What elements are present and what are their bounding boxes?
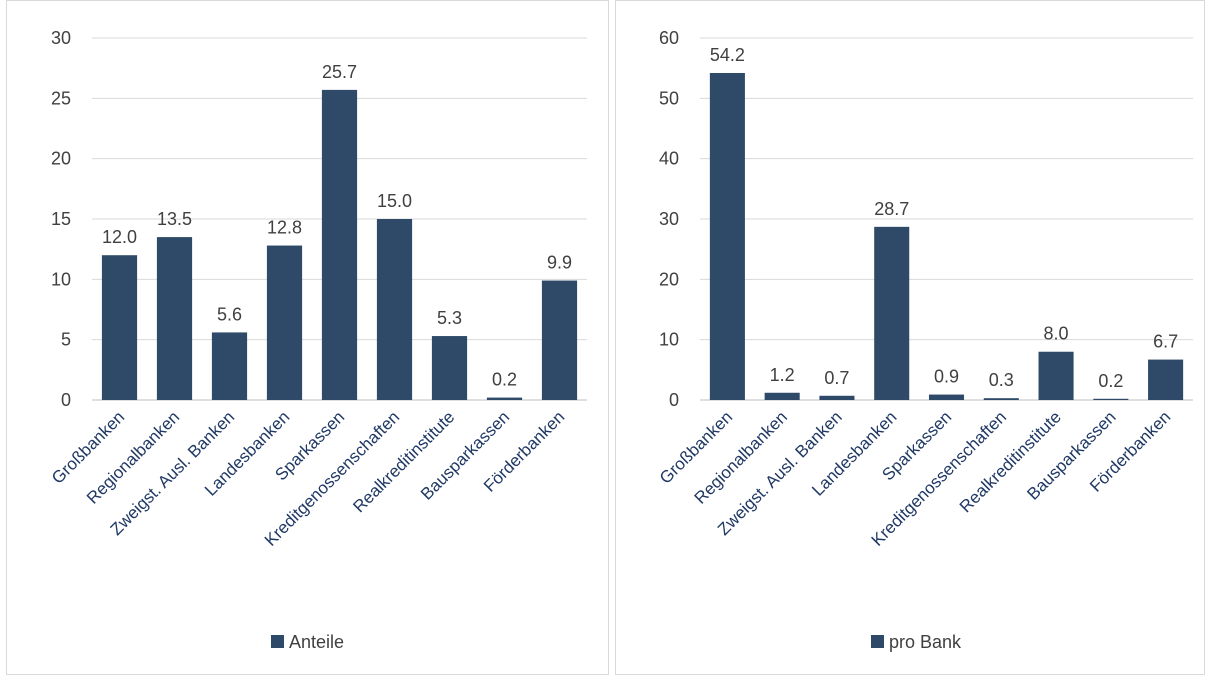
x-category-label: Regionalbanken (83, 407, 183, 507)
data-label: 0.2 (1098, 371, 1123, 391)
bar (874, 226, 910, 400)
bar (101, 255, 138, 400)
data-label: 0.9 (934, 367, 959, 387)
data-label: 0.7 (824, 368, 849, 388)
y-tick-label: 10 (659, 330, 679, 350)
data-label: 13.5 (157, 209, 192, 229)
data-label: 1.2 (770, 365, 795, 385)
data-label: 8.0 (1044, 324, 1069, 344)
y-tick-label: 40 (659, 149, 679, 169)
y-tick-label: 25 (51, 88, 71, 108)
x-category-label: Realkreditinstitute (956, 407, 1065, 516)
y-tick-label: 0 (61, 390, 71, 410)
y-tick-label: 20 (659, 269, 679, 289)
bar (431, 336, 468, 400)
chart-panel-anteile: 0 5 10 15 20 25 30 12.0 Großbanken 13.5 Regionalba… (6, 0, 609, 675)
y-tick-label: 15 (51, 209, 71, 229)
bar (709, 72, 745, 400)
data-label: 5.6 (217, 304, 242, 324)
legend-swatch (871, 635, 884, 648)
y-tick-label: 10 (51, 269, 71, 289)
bar (928, 394, 965, 400)
data-label: 5.3 (437, 308, 462, 328)
data-label: 6.7 (1153, 332, 1178, 352)
y-tick-label: 30 (51, 28, 71, 48)
bar (819, 395, 855, 400)
data-label: 0.2 (492, 370, 517, 390)
bar (1148, 359, 1184, 400)
y-tick-label: 50 (659, 88, 679, 108)
chart-panel-pro-bank: 0 10 20 30 40 50 60 54.2 Großbanken 1.2 Regionalba… (615, 0, 1205, 675)
legend: Anteile (271, 632, 344, 652)
data-label: 28.7 (874, 199, 909, 219)
bar (266, 245, 303, 400)
bar (983, 398, 1019, 400)
x-category-label: Regionalbanken (691, 407, 791, 507)
legend-label: pro Bank (889, 632, 962, 652)
legend-label: Anteile (289, 632, 344, 652)
data-label: 12.0 (102, 227, 137, 247)
bar-chart-pro-bank: 010203040506054.2Großbanken1.2Regionalba… (656, 28, 1193, 652)
bar (156, 237, 193, 400)
data-label: 12.8 (267, 218, 302, 238)
data-label: 9.9 (547, 253, 572, 273)
bar (321, 89, 358, 401)
data-label: 15.0 (377, 191, 412, 211)
x-category-label: Realkreditinstitute (349, 407, 458, 516)
y-tick-label: 0 (669, 390, 679, 410)
y-tick-label: 20 (51, 149, 71, 169)
bar (376, 219, 413, 400)
bar (1093, 398, 1129, 400)
bar (1038, 351, 1074, 400)
bar (541, 280, 578, 400)
legend-swatch (271, 635, 284, 648)
data-label: 54.2 (710, 45, 745, 65)
y-tick-label: 60 (659, 28, 679, 48)
legend: pro Bank (871, 632, 962, 652)
bar (486, 397, 523, 400)
y-tick-label: 30 (659, 209, 679, 229)
bar (211, 332, 248, 400)
data-label: 25.7 (322, 62, 357, 82)
bar (764, 392, 800, 400)
data-label: 0.3 (989, 370, 1014, 390)
y-tick-label: 5 (61, 330, 71, 350)
bar-chart-anteile: 05101520253012.0Großbanken13.5Regionalba… (48, 28, 587, 652)
